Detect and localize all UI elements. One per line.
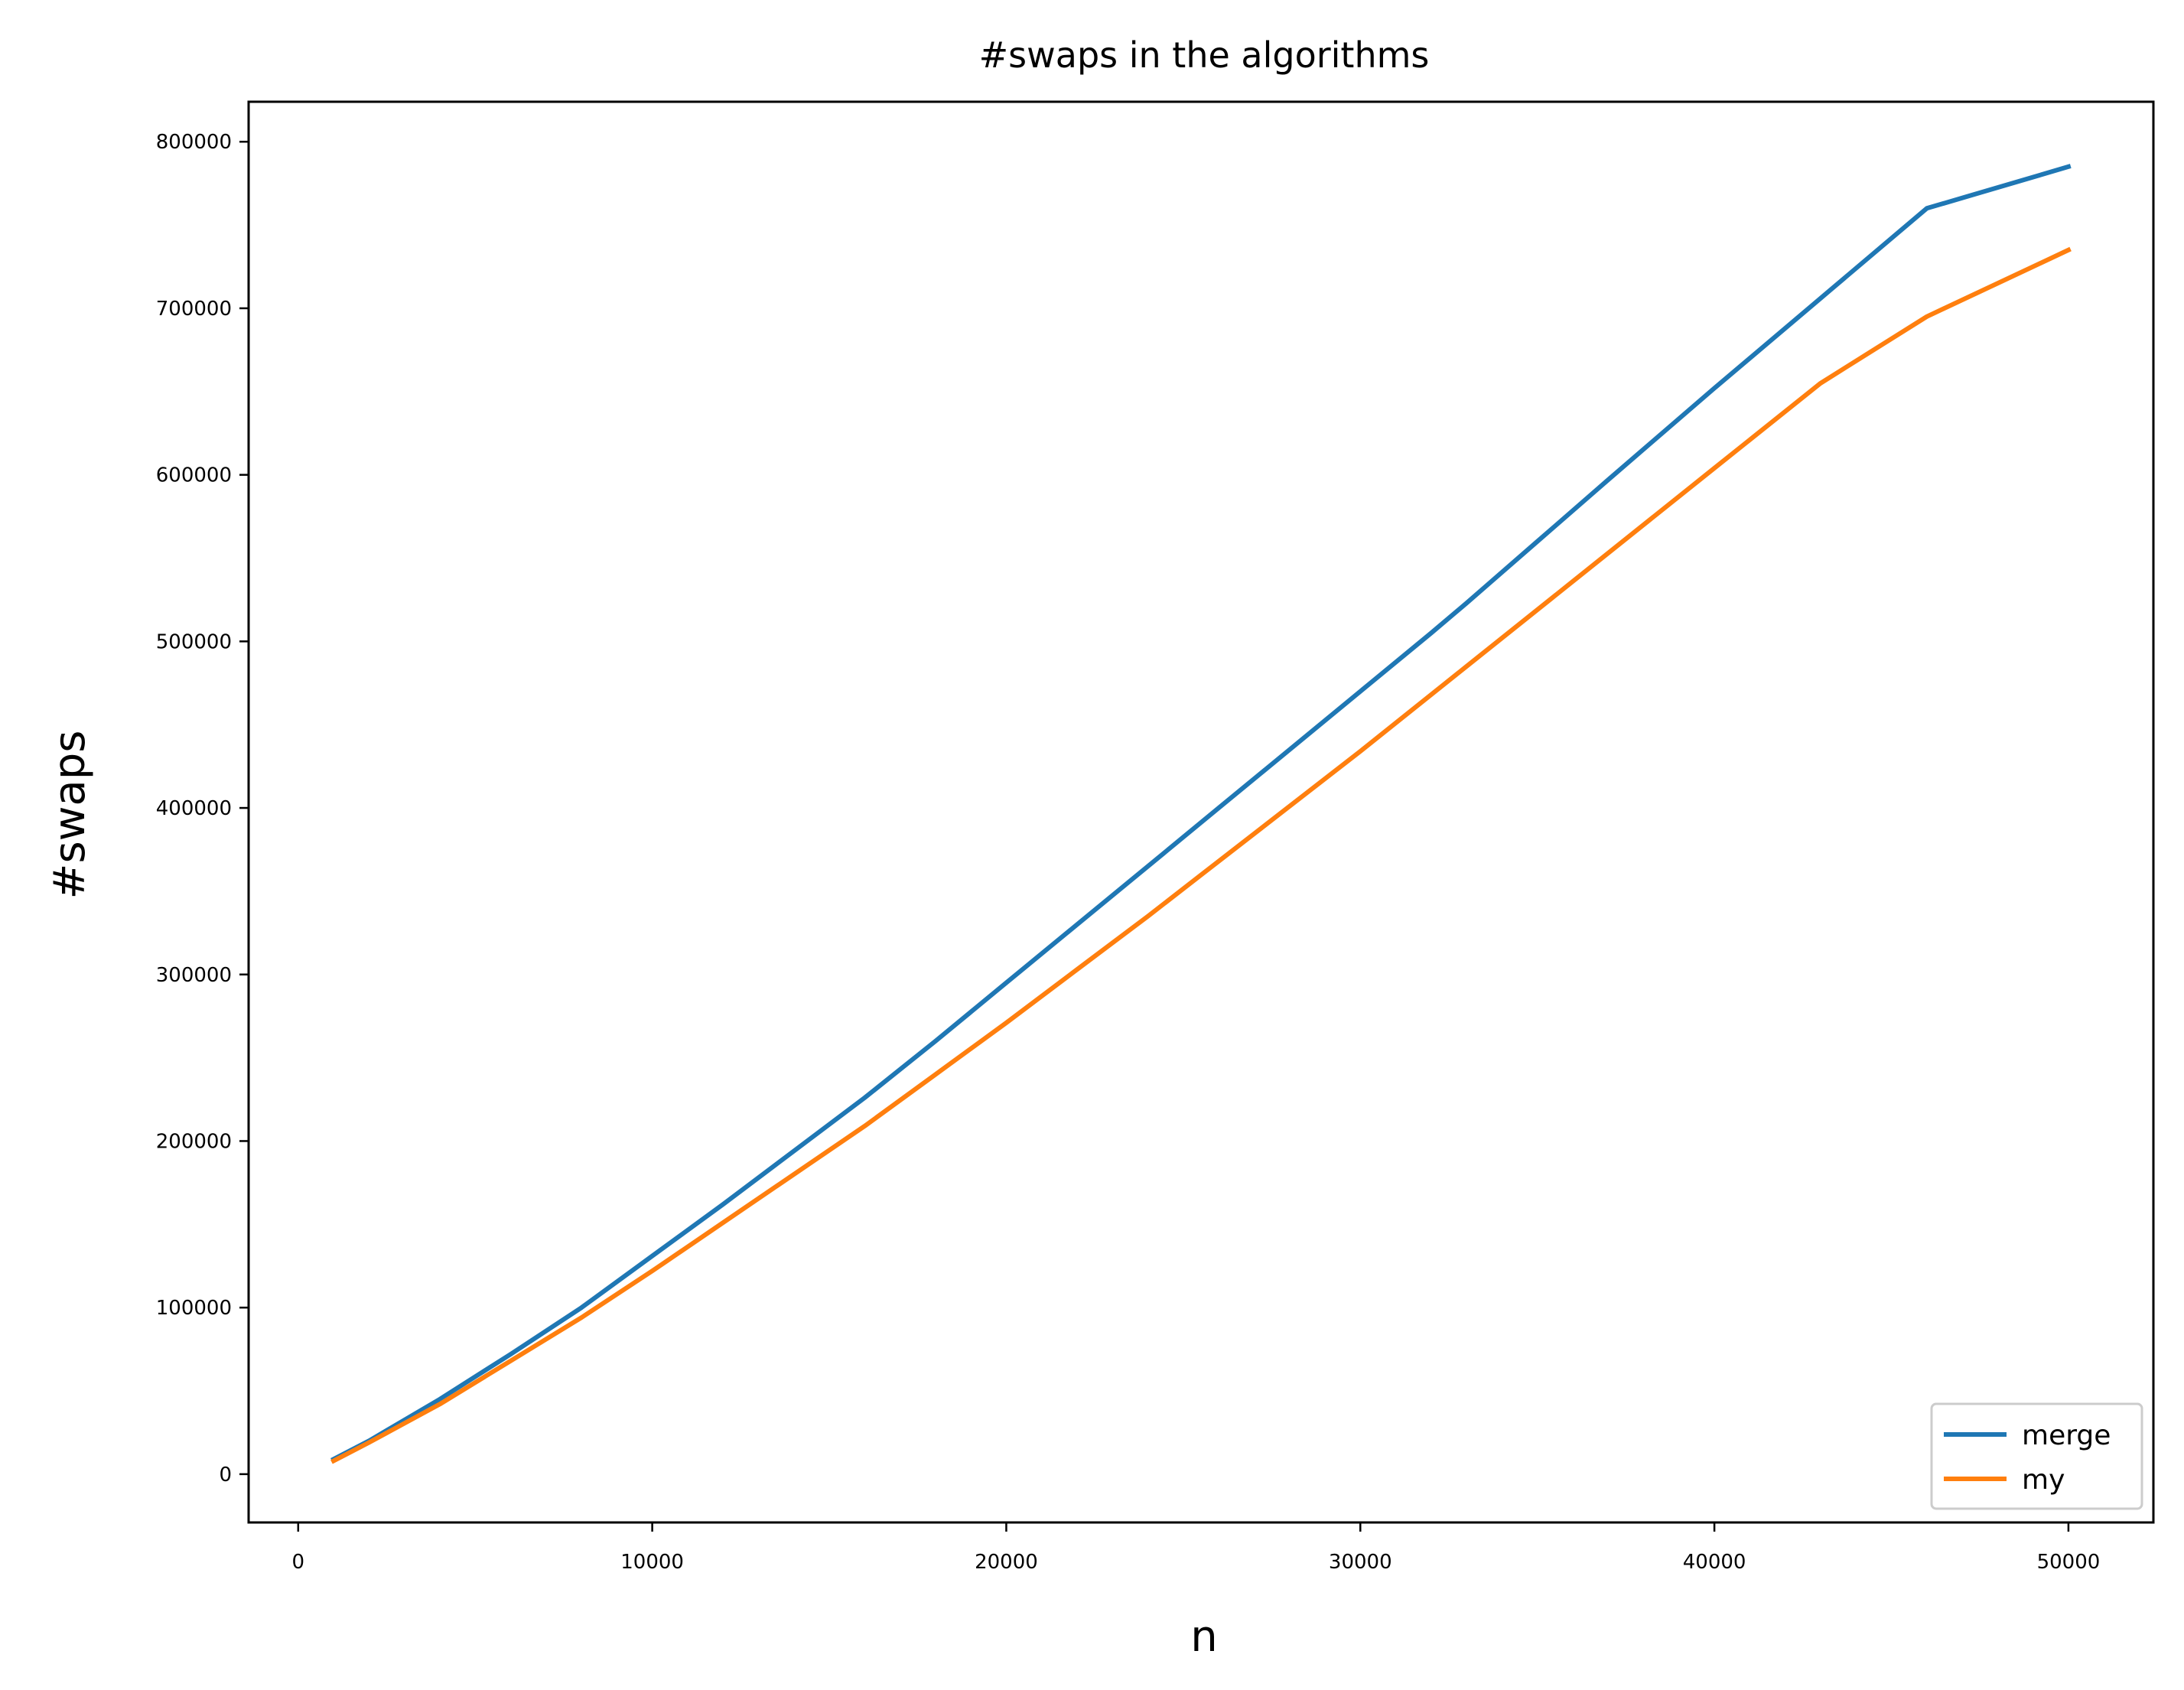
y-tick-label: 300000 xyxy=(156,964,232,987)
x-tick-label: 50000 xyxy=(2037,1551,2101,1574)
y-tick-label: 100000 xyxy=(156,1297,232,1320)
x-tick-label: 0 xyxy=(292,1551,305,1574)
series-line-my xyxy=(330,246,2072,1464)
y-tick-label: 700000 xyxy=(156,298,232,321)
legend-label-my: my xyxy=(2022,1464,2065,1496)
axes-frame xyxy=(247,100,2155,1524)
y-tick-label: 500000 xyxy=(156,630,232,653)
y-tick-label: 400000 xyxy=(156,797,232,820)
x-tick-label: 10000 xyxy=(620,1551,684,1574)
legend-box xyxy=(1930,1402,2143,1510)
x-axis-label: n xyxy=(1190,1612,1218,1662)
legend-label-merge: merge xyxy=(2022,1420,2111,1451)
x-tick-label: 40000 xyxy=(1683,1551,1746,1574)
series-line-merge xyxy=(330,164,2072,1463)
x-tick-label: 30000 xyxy=(1329,1551,1392,1574)
chart-title: #swaps in the algorithms xyxy=(979,34,1430,76)
y-tick-label: 600000 xyxy=(156,464,232,487)
y-axis-label: #swaps xyxy=(45,731,95,900)
y-tick-label: 200000 xyxy=(156,1130,232,1153)
y-tick-label: 800000 xyxy=(156,131,232,154)
x-tick-label: 20000 xyxy=(975,1551,1038,1574)
y-tick-label: 0 xyxy=(219,1464,232,1486)
legend: merge my xyxy=(1930,1402,2143,1510)
plot-area: 0100000200000300000400000500000600000700… xyxy=(156,100,2155,1574)
